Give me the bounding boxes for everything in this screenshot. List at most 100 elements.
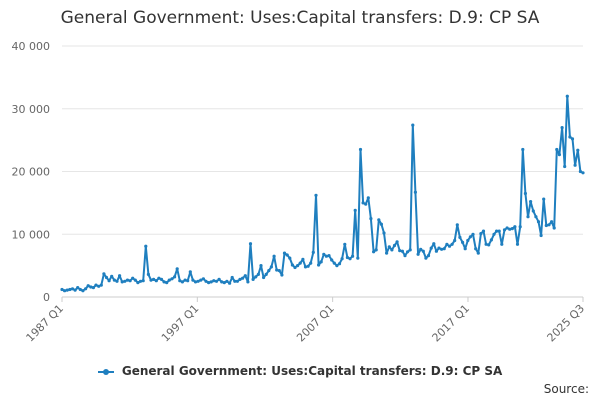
data-point[interactable]	[356, 256, 360, 260]
data-point[interactable]	[319, 260, 323, 264]
data-point[interactable]	[424, 256, 428, 260]
data-point[interactable]	[547, 223, 551, 227]
data-point[interactable]	[157, 276, 161, 280]
data-point[interactable]	[557, 153, 562, 157]
data-point[interactable]	[68, 287, 72, 292]
data-point[interactable]	[264, 272, 268, 276]
data-point[interactable]	[453, 238, 457, 243]
data-point[interactable]	[125, 278, 130, 282]
data-point[interactable]	[112, 278, 116, 282]
data-point[interactable]	[212, 279, 216, 283]
data-point[interactable]	[570, 137, 575, 141]
data-point[interactable]	[136, 281, 140, 285]
data-point[interactable]	[220, 280, 224, 284]
data-point[interactable]	[437, 246, 441, 250]
data-point[interactable]	[238, 277, 242, 281]
data-point[interactable]	[471, 232, 475, 236]
data-point[interactable]	[246, 280, 250, 284]
data-point[interactable]	[183, 278, 187, 282]
data-point[interactable]	[76, 286, 80, 290]
data-point[interactable]	[63, 289, 67, 293]
data-point[interactable]	[152, 277, 156, 281]
data-point[interactable]	[173, 275, 177, 279]
data-point[interactable]	[277, 269, 281, 273]
data-point[interactable]	[377, 218, 381, 222]
data-point[interactable]	[188, 270, 192, 274]
data-point[interactable]	[510, 227, 514, 231]
data-point[interactable]	[133, 278, 137, 282]
data-point[interactable]	[432, 242, 436, 246]
data-point[interactable]	[241, 276, 245, 280]
data-point[interactable]	[254, 275, 258, 279]
data-point[interactable]	[89, 285, 93, 289]
data-point[interactable]	[335, 264, 339, 268]
data-point[interactable]	[159, 277, 164, 281]
data-point[interactable]	[149, 278, 153, 282]
data-point[interactable]	[97, 284, 101, 288]
data-point[interactable]	[361, 201, 365, 205]
data-point[interactable]	[259, 264, 263, 268]
data-point[interactable]	[495, 229, 499, 233]
data-point[interactable]	[450, 242, 454, 246]
data-point[interactable]	[128, 279, 132, 283]
data-point[interactable]	[107, 279, 111, 283]
data-point[interactable]	[214, 279, 219, 283]
data-point[interactable]	[340, 257, 344, 261]
data-point[interactable]	[196, 279, 200, 283]
data-point[interactable]	[285, 253, 289, 257]
data-point[interactable]	[225, 279, 229, 283]
data-point[interactable]	[282, 251, 287, 255]
data-point[interactable]	[413, 190, 417, 194]
data-point[interactable]	[309, 261, 313, 265]
data-point[interactable]	[193, 280, 198, 284]
data-point[interactable]	[110, 274, 114, 278]
data-point[interactable]	[353, 208, 357, 212]
data-point[interactable]	[395, 240, 399, 244]
data-point[interactable]	[568, 135, 572, 139]
data-point[interactable]	[351, 254, 355, 258]
data-point[interactable]	[70, 287, 75, 291]
data-point[interactable]	[492, 232, 496, 236]
data-point[interactable]	[364, 202, 368, 206]
data-point[interactable]	[301, 257, 305, 261]
data-point[interactable]	[275, 268, 279, 272]
data-point[interactable]	[81, 289, 85, 293]
data-point[interactable]	[521, 147, 525, 152]
data-point[interactable]	[222, 281, 226, 285]
data-point[interactable]	[458, 235, 462, 239]
data-point[interactable]	[141, 279, 145, 283]
data-point[interactable]	[461, 240, 465, 244]
data-point[interactable]	[162, 280, 166, 284]
data-point[interactable]	[515, 242, 520, 246]
data-point[interactable]	[505, 226, 509, 230]
data-point[interactable]	[201, 277, 205, 281]
data-point[interactable]	[269, 265, 273, 269]
data-point[interactable]	[463, 247, 467, 251]
data-point[interactable]	[118, 274, 122, 278]
data-point[interactable]	[534, 215, 538, 219]
data-point[interactable]	[60, 287, 64, 292]
data-point[interactable]	[186, 279, 190, 283]
data-point[interactable]	[99, 283, 103, 287]
data-point[interactable]	[165, 281, 169, 285]
data-point[interactable]	[175, 267, 179, 271]
data-point[interactable]	[324, 254, 328, 258]
data-point[interactable]	[385, 251, 389, 255]
data-point[interactable]	[337, 262, 342, 266]
data-point[interactable]	[531, 209, 535, 213]
data-point[interactable]	[484, 242, 488, 246]
data-point[interactable]	[455, 223, 459, 227]
data-point[interactable]	[86, 284, 90, 288]
data-point[interactable]	[327, 254, 331, 258]
data-point[interactable]	[489, 238, 493, 242]
data-point[interactable]	[272, 254, 276, 258]
data-point[interactable]	[526, 215, 530, 219]
data-point[interactable]	[539, 233, 543, 238]
data-point[interactable]	[154, 279, 158, 283]
data-point[interactable]	[369, 217, 373, 221]
data-point[interactable]	[479, 232, 483, 236]
data-point[interactable]	[230, 275, 234, 280]
data-point[interactable]	[552, 226, 556, 230]
data-point[interactable]	[78, 287, 82, 292]
data-point[interactable]	[293, 265, 297, 270]
